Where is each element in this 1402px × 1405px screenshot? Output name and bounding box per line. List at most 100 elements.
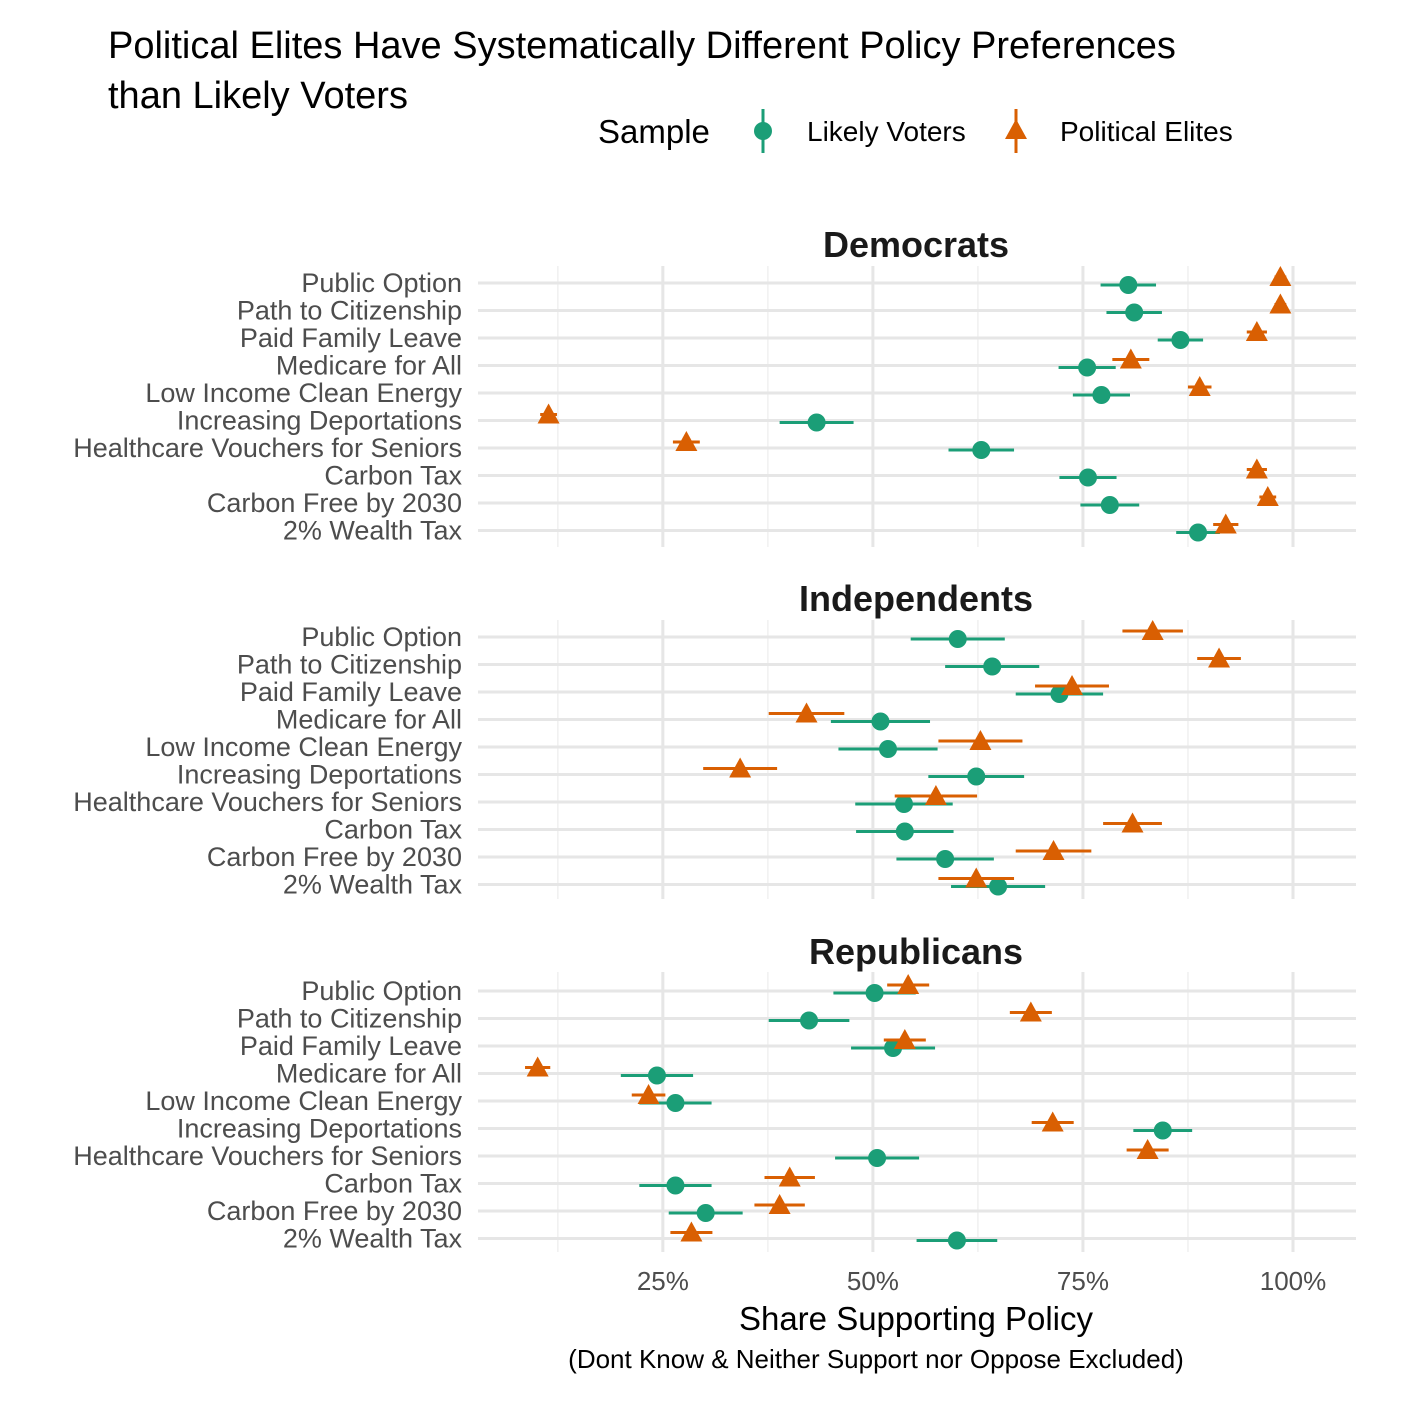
y-tick-label-medicare-for-all: Medicare for All	[276, 705, 462, 735]
y-tick-label-public-option: Public Option	[301, 268, 462, 298]
x-axis-subtitle: (Dont Know & Neither Support nor Oppose …	[568, 1344, 1184, 1374]
point-democrats-likely-voters-public-option	[1119, 276, 1138, 294]
point-republicans-political-elites-healthcare-vouchers-for-seniors	[1136, 1139, 1159, 1159]
y-tick-label-healthcare-vouchers-for-seniors: Healthcare Vouchers for Seniors	[73, 787, 462, 817]
point-independents-political-elites-increasing-deportations	[729, 757, 752, 778]
x-axis: 25% 50% 75% 100%	[637, 1266, 1326, 1296]
point-independents-political-elites-paid-family-leave	[1061, 675, 1084, 695]
y-tick-label-carbon-free-by-2030: Carbon Free by 2030	[207, 842, 462, 872]
legend-label-political-elites: Political Elites	[1060, 116, 1233, 147]
legend-likely-voters-marker	[754, 122, 772, 140]
point-democrats-political-elites-2-wealth-tax	[1214, 513, 1237, 534]
chart-title: Political Elites Have Systematically Dif…	[108, 25, 1176, 117]
y-tick-label-carbon-tax: Carbon Tax	[324, 1169, 462, 1199]
y-tick-label-path-to-citizenship: Path to Citizenship	[237, 1004, 462, 1034]
legend: Sample Likely Voters Political Elites	[598, 109, 1233, 153]
point-republicans-likely-voters-public-option	[865, 984, 884, 1002]
y-tick-label-2-wealth-tax: 2% Wealth Tax	[283, 1224, 463, 1254]
point-independents-political-elites-carbon-tax	[1121, 812, 1144, 833]
legend-political-elites-marker	[1005, 119, 1027, 139]
point-republicans-likely-voters-healthcare-vouchers-for-seniors	[868, 1149, 887, 1167]
y-tick-label-medicare-for-all: Medicare for All	[276, 1059, 462, 1089]
y-tick-label-increasing-deportations: Increasing Deportations	[177, 760, 462, 790]
x-tick-label-75pct: 75%	[1057, 1266, 1109, 1296]
facet-title-republicans: Republicans	[809, 931, 1023, 972]
point-democrats-political-elites-carbon-free-by-2030	[1256, 486, 1279, 506]
point-independents-likely-voters-paid-family-leave	[1050, 685, 1069, 703]
y-tick-label-carbon-tax: Carbon Tax	[324, 815, 462, 845]
facet-title-independents: Independents	[799, 578, 1033, 619]
point-democrats-likely-voters-medicare-for-all	[1078, 358, 1097, 377]
point-independents-likely-voters-public-option	[948, 630, 967, 648]
y-tick-label-increasing-deportations: Increasing Deportations	[177, 1114, 462, 1144]
y-tick-label-path-to-citizenship: Path to Citizenship	[237, 296, 462, 326]
point-democrats-political-elites-carbon-tax	[1245, 458, 1268, 479]
point-republicans-political-elites-carbon-tax	[778, 1166, 801, 1187]
facet-title-democrats: Democrats	[823, 224, 1009, 265]
y-tick-label-path-to-citizenship: Path to Citizenship	[237, 650, 462, 680]
point-independents-political-elites-low-income-clean-energy	[969, 730, 992, 750]
point-democrats-likely-voters-low-income-clean-energy	[1092, 386, 1111, 404]
y-tick-label-low-income-clean-energy: Low Income Clean Energy	[145, 378, 462, 408]
point-democrats-likely-voters-carbon-free-by-2030	[1100, 496, 1119, 514]
y-tick-label-healthcare-vouchers-for-seniors: Healthcare Vouchers for Seniors	[73, 433, 462, 463]
point-democrats-political-elites-path-to-citizenship	[1269, 293, 1292, 314]
point-independents-political-elites-path-to-citizenship	[1208, 647, 1231, 668]
y-tick-label-paid-family-leave: Paid Family Leave	[240, 323, 462, 353]
point-democrats-political-elites-healthcare-vouchers-for-seniors	[675, 431, 698, 451]
point-democrats-likely-voters-path-to-citizenship	[1125, 303, 1144, 322]
y-tick-label-healthcare-vouchers-for-seniors: Healthcare Vouchers for Seniors	[73, 1141, 462, 1171]
point-independents-likely-voters-increasing-deportations	[967, 767, 986, 786]
point-republicans-political-elites-paid-family-leave	[893, 1029, 916, 1049]
point-republicans-likely-voters-increasing-deportations	[1153, 1121, 1172, 1140]
point-republicans-likely-voters-medicare-for-all	[647, 1066, 666, 1085]
point-independents-likely-voters-path-to-citizenship	[983, 657, 1002, 676]
point-independents-likely-voters-2-wealth-tax	[989, 877, 1008, 896]
point-republicans-political-elites-2-wealth-tax	[680, 1221, 703, 1242]
point-democrats-political-elites-public-option	[1269, 266, 1292, 286]
y-tick-label-public-option: Public Option	[301, 622, 462, 652]
point-democrats-likely-voters-2-wealth-tax	[1189, 523, 1208, 542]
y-tick-label-paid-family-leave: Paid Family Leave	[240, 677, 462, 707]
point-independents-likely-voters-low-income-clean-energy	[879, 740, 898, 758]
point-republicans-likely-voters-path-to-citizenship	[800, 1011, 819, 1030]
y-tick-label-low-income-clean-energy: Low Income Clean Energy	[145, 1086, 462, 1116]
point-democrats-likely-voters-healthcare-vouchers-for-seniors	[972, 441, 991, 459]
point-democrats-political-elites-low-income-clean-energy	[1188, 376, 1211, 396]
point-democrats-likely-voters-increasing-deportations	[807, 413, 826, 432]
y-tick-label-public-option: Public Option	[301, 976, 462, 1006]
point-republicans-political-elites-increasing-deportations	[1041, 1111, 1064, 1132]
point-republicans-likely-voters-carbon-tax	[666, 1176, 685, 1195]
legend-label-likely-voters: Likely Voters	[807, 116, 966, 147]
point-republicans-political-elites-public-option	[897, 974, 920, 994]
y-tick-label-2-wealth-tax: 2% Wealth Tax	[283, 870, 463, 900]
x-tick-label-50pct: 50%	[847, 1266, 899, 1296]
point-democrats-likely-voters-carbon-tax	[1078, 468, 1097, 487]
y-tick-label-2-wealth-tax: 2% Wealth Tax	[283, 516, 463, 546]
point-democrats-likely-voters-paid-family-leave	[1171, 331, 1190, 349]
chart-title-line-2: than Likely Voters	[108, 75, 408, 117]
point-republicans-political-elites-medicare-for-all	[526, 1056, 549, 1077]
point-republicans-political-elites-path-to-citizenship	[1019, 1001, 1042, 1022]
point-independents-political-elites-public-option	[1141, 620, 1164, 640]
point-independents-political-elites-healthcare-vouchers-for-seniors	[924, 785, 947, 805]
legend-title: Sample	[598, 113, 710, 150]
point-independents-likely-voters-healthcare-vouchers-for-seniors	[894, 795, 913, 813]
point-independents-political-elites-2-wealth-tax	[965, 867, 988, 888]
point-democrats-political-elites-paid-family-leave	[1245, 321, 1268, 341]
point-independents-political-elites-medicare-for-all	[795, 702, 818, 723]
point-republicans-political-elites-carbon-free-by-2030	[768, 1194, 791, 1214]
x-tick-label-25pct: 25%	[637, 1266, 689, 1296]
point-republicans-likely-voters-low-income-clean-energy	[666, 1094, 685, 1112]
y-tick-label-paid-family-leave: Paid Family Leave	[240, 1031, 462, 1061]
y-tick-label-carbon-free-by-2030: Carbon Free by 2030	[207, 1196, 462, 1226]
y-tick-label-medicare-for-all: Medicare for All	[276, 351, 462, 381]
y-tick-label-increasing-deportations: Increasing Deportations	[177, 406, 462, 436]
y-tick-label-carbon-free-by-2030: Carbon Free by 2030	[207, 488, 462, 518]
point-democrats-political-elites-increasing-deportations	[537, 403, 560, 424]
